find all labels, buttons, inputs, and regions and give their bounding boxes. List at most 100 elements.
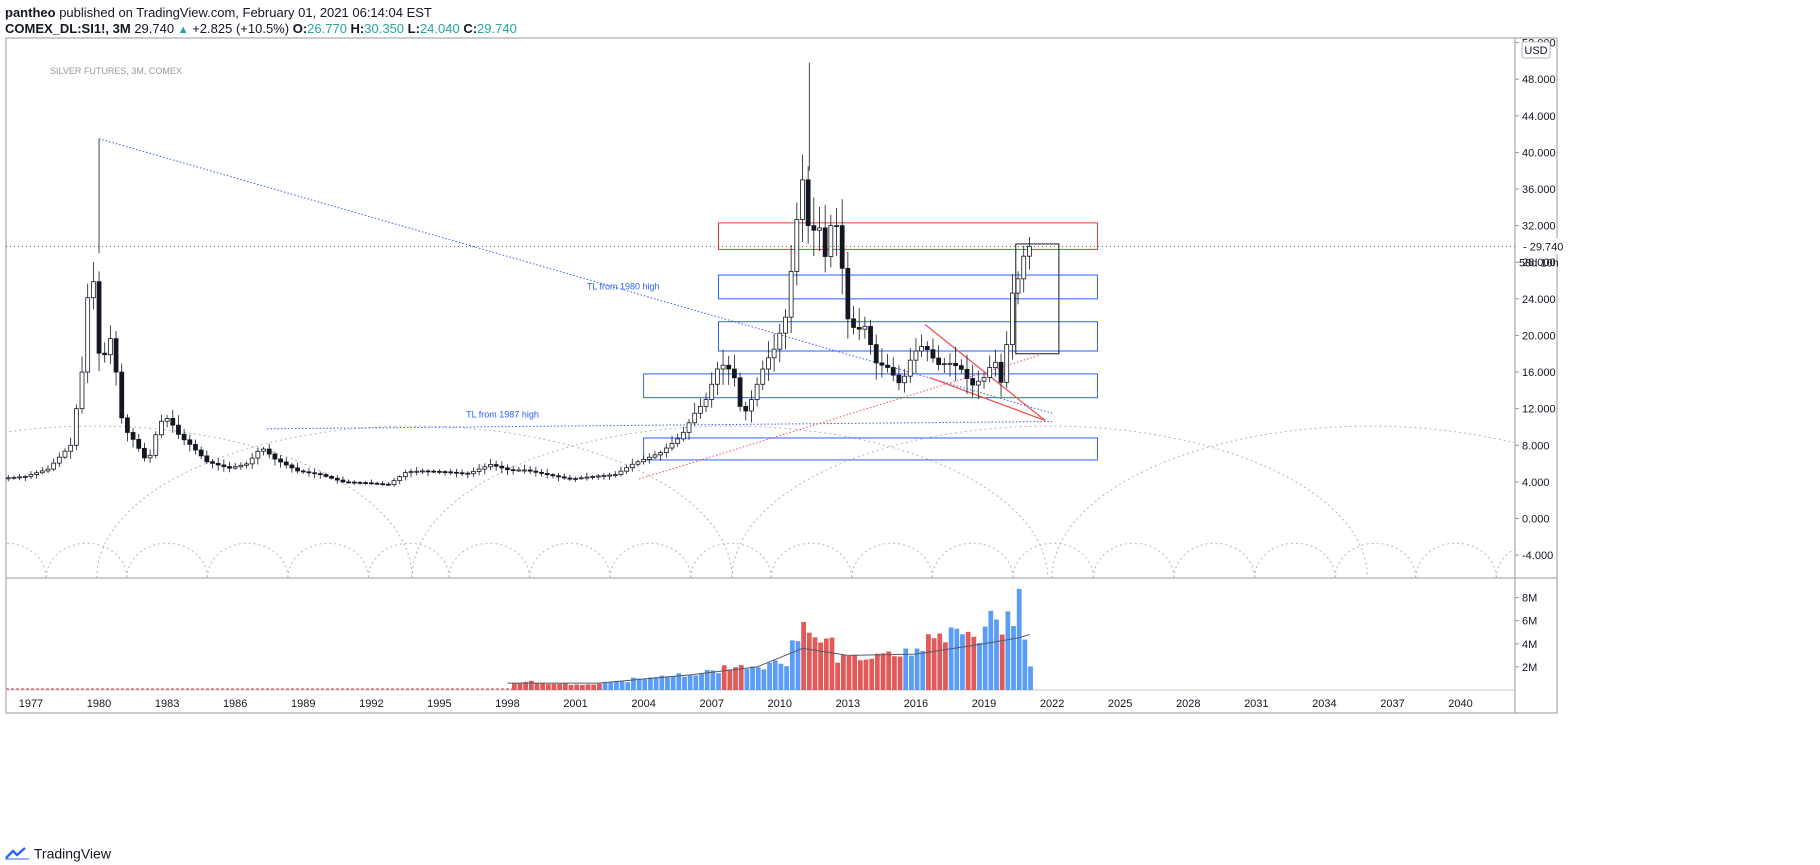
tradingview-logo-icon — [5, 847, 29, 860]
author-name[interactable]: pantheo — [5, 5, 56, 20]
candle-up — [760, 368, 766, 385]
candle-down — [499, 465, 505, 469]
volume-bar — [545, 683, 551, 690]
volume-bar — [982, 626, 988, 690]
volume-bar — [863, 659, 869, 690]
volume-bar — [693, 675, 699, 690]
high-value: 30.350 — [364, 21, 405, 36]
candle-down — [210, 461, 215, 464]
volume-bar — [636, 678, 642, 690]
candle-down — [323, 474, 329, 477]
candle-up — [414, 470, 420, 473]
red-zone-box — [718, 222, 1098, 250]
candle-up — [1015, 278, 1021, 294]
volume-bar — [642, 679, 648, 690]
candle-up — [90, 281, 96, 299]
cycle-arc-small — [126, 542, 208, 578]
candle-up — [907, 359, 913, 377]
candle-down — [567, 477, 573, 480]
cycle-arc-small — [609, 542, 692, 578]
candle-down — [839, 225, 845, 269]
volume-bar — [857, 660, 863, 690]
price-tick-label: 44.000 — [1522, 111, 1556, 123]
volume-bar — [528, 680, 534, 690]
volume-bar — [716, 673, 721, 690]
volume-bar — [727, 669, 733, 690]
time-tick-label: 1983 — [155, 698, 179, 710]
candle-up — [715, 368, 720, 385]
candle-down — [295, 467, 300, 472]
cycle-arc-small — [287, 542, 369, 578]
volume-bar — [699, 673, 704, 690]
candle-up — [663, 447, 669, 454]
volume-tick-label: 6M — [1522, 616, 1537, 628]
candle-down — [732, 368, 737, 379]
candle-down — [340, 479, 346, 483]
symbol-label: COMEX_DL:SI1!, 3M — [5, 21, 131, 36]
candle-up — [919, 346, 924, 352]
candle-down — [113, 338, 119, 373]
candle-up — [573, 478, 578, 480]
candle-up — [800, 179, 805, 220]
time-tick-label: 2001 — [563, 698, 587, 710]
candle-down — [125, 417, 130, 433]
candle-up — [482, 466, 488, 470]
candle-down — [119, 371, 125, 419]
candle-up — [6, 477, 11, 480]
price-tick-label: 40.000 — [1522, 147, 1556, 159]
candle-up — [669, 443, 675, 449]
cycle-arc-small — [931, 542, 1014, 578]
candle-up — [794, 219, 800, 272]
candle-up — [828, 225, 834, 257]
candle-down — [851, 318, 856, 328]
volume-bar — [778, 663, 784, 690]
candle-down — [845, 267, 851, 320]
candle-up — [471, 470, 476, 475]
volume-bar — [789, 640, 795, 690]
cycle-arc-small — [448, 542, 531, 578]
candle-down — [834, 225, 839, 228]
candle-up — [232, 466, 238, 469]
candle-down — [300, 470, 306, 473]
candle-down — [102, 352, 108, 356]
volume-bar — [1005, 611, 1011, 690]
candle-down — [964, 368, 970, 379]
candle-down — [896, 374, 902, 384]
candle-up — [675, 438, 681, 444]
volume-bar — [965, 631, 971, 690]
cycle-arc-small — [851, 542, 933, 578]
tradingview-brand: TradingView — [33, 845, 111, 862]
candle-up — [62, 450, 68, 458]
volume-bar — [920, 651, 926, 690]
price-tick-label: 12.000 — [1522, 404, 1556, 416]
volume-bar — [829, 637, 835, 690]
volume-bar — [614, 680, 619, 690]
candle-up — [913, 350, 919, 361]
candle-down — [924, 346, 930, 351]
candle-down — [351, 481, 357, 484]
volume-bar — [597, 683, 602, 690]
candle-up — [164, 418, 170, 422]
volume-bar — [687, 674, 693, 690]
publish-text: published on TradingView.com, February 0… — [59, 5, 432, 20]
candle-up — [607, 474, 612, 477]
blue-zone-box — [718, 321, 1098, 352]
volume-bar — [653, 677, 659, 690]
candle-up — [658, 452, 664, 456]
candle-down — [998, 361, 1004, 383]
cycle-arc-small — [770, 542, 853, 578]
tradingview-footer[interactable]: TradingView — [4, 844, 111, 861]
candle-down — [312, 472, 317, 475]
volume-bar — [909, 655, 914, 690]
volume-bar — [897, 656, 903, 690]
candle-up — [34, 472, 40, 475]
price-tick-label: 32.000 — [1522, 221, 1556, 233]
volume-bar — [631, 677, 636, 690]
candle-down — [805, 179, 811, 227]
candle-down — [385, 483, 391, 486]
time-tick-label: 2007 — [699, 698, 723, 710]
volume-bar — [994, 619, 999, 690]
volume-bar — [665, 676, 670, 690]
price-tick-label: 48.000 — [1522, 74, 1556, 86]
